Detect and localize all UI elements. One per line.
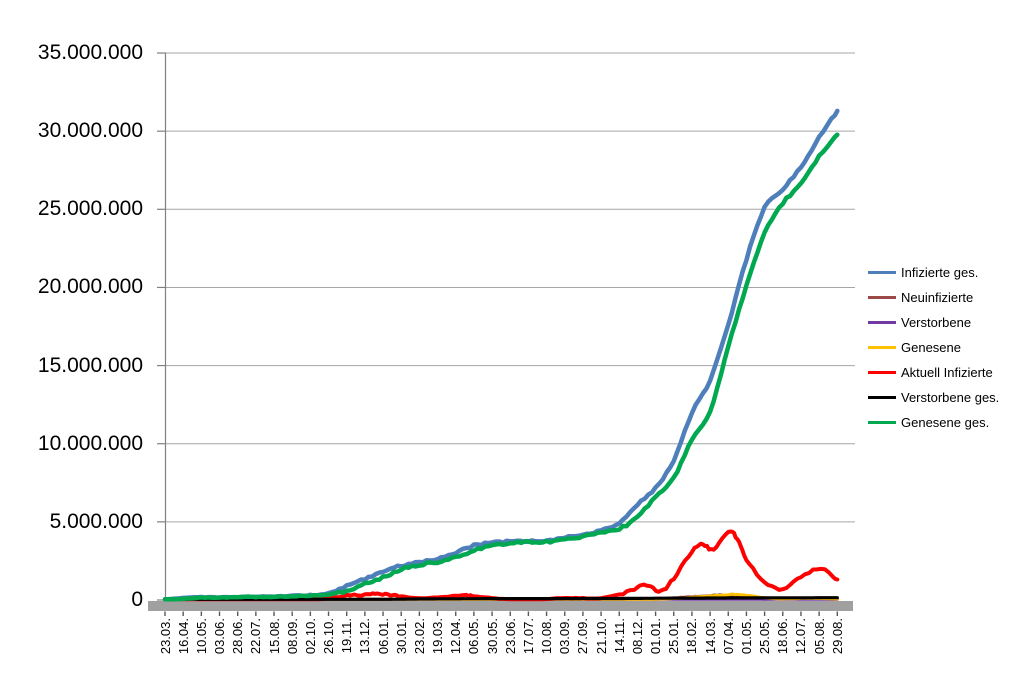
x-axis-label: 27.09.: [575, 618, 591, 655]
legend-item-infizierte-ges: Infizierte ges.: [868, 261, 978, 283]
x-axis-label: 02.10.: [302, 618, 318, 655]
x-axis-label: 12.04.: [448, 618, 464, 655]
legend-label: Infizierte ges.: [901, 264, 979, 280]
legend-label: Genesene: [901, 339, 961, 355]
series-line-genesene-ges: [162, 132, 840, 602]
legend-label: Aktuell Infizierte: [901, 364, 993, 380]
legend-item-neuinfizierte: Neuinfizierte: [868, 286, 973, 308]
x-axis-label: 14.11.: [611, 618, 627, 654]
x-axis-label: 15.08.: [266, 618, 282, 655]
x-axis-baseline-bar: [148, 601, 853, 611]
x-axis-label: 29.08.: [829, 618, 845, 655]
x-axis-label: 14.03.: [702, 618, 718, 655]
legend-swatch-genesene: [868, 345, 896, 349]
y-axis-label: 25.000.000: [37, 197, 143, 221]
x-axis-label: 25.01.: [666, 618, 682, 655]
legend-label: Verstorbene ges.: [901, 389, 1000, 405]
x-axis-label: 28.06.: [230, 618, 246, 655]
x-axis-label: 19.11.: [339, 618, 355, 654]
x-axis-label: 17.07.: [520, 618, 536, 655]
x-axis-label: 23.02.: [411, 618, 427, 655]
x-axis-label: 03.06.: [212, 618, 227, 655]
y-axis-label: 35.000.000: [37, 41, 143, 65]
y-axis-label: 10.000.000: [37, 431, 143, 455]
x-axis-label: 30.05.: [484, 618, 500, 655]
x-axis-label: 01.01.: [648, 618, 664, 655]
x-axis-label: 05.08.: [811, 618, 827, 655]
x-axis-label: 26.10.: [321, 618, 337, 655]
x-axis-label: 23.03.: [157, 618, 173, 655]
x-axis-label: 07.04.: [720, 618, 736, 655]
series-line-verstorbene-ges: [163, 596, 839, 601]
legend-label: Neuinfizierte: [901, 289, 974, 305]
legend-swatch-aktuell-infizierte: [868, 370, 896, 374]
legend-item-verstorbene-ges: Verstorbene ges.: [868, 386, 999, 408]
x-axis-label: 22.07.: [248, 618, 264, 655]
y-axis-label: 15.000.000: [37, 353, 143, 377]
series-line-infizierte-ges: [162, 108, 840, 602]
x-axis-label: 21.10.: [593, 618, 609, 655]
x-axis-label: 10.05.: [193, 618, 209, 655]
x-axis-label: 10.08.: [539, 618, 555, 655]
legend-swatch-verstorbene: [868, 320, 896, 324]
legend-label: Verstorbene: [901, 314, 972, 330]
legend-item-verstorbene: Verstorbene: [868, 311, 971, 333]
x-axis-label: 08.12.: [629, 618, 645, 655]
legend-swatch-verstorbene-ges: [868, 395, 896, 399]
legend-swatch-genesene-ges: [868, 420, 896, 424]
x-axis-label: 16.04.: [175, 618, 191, 655]
x-axis-label: 08.09.: [284, 618, 300, 655]
y-axis-label: 30.000.000: [37, 119, 143, 143]
y-axis-label: 20.000.000: [37, 275, 143, 299]
legend-label: Genesene ges.: [901, 414, 990, 430]
y-axis-label: 5.000.000: [49, 509, 143, 533]
x-axis-label: 23.06.: [502, 618, 518, 655]
x-axis-label: 06.01.: [375, 618, 391, 655]
legend-swatch-infizierte-ges: [868, 270, 896, 274]
x-axis-label: 01.05.: [738, 618, 754, 655]
x-axis-label: 19.03.: [430, 618, 446, 655]
x-axis-label: 13.12.: [357, 618, 373, 655]
x-axis-label: 18.02.: [684, 618, 700, 655]
x-axis-label: 30.01.: [393, 618, 409, 655]
legend-swatch-neuinfizierte: [868, 295, 896, 299]
legend-item-aktuell-infizierte: Aktuell Infizierte: [868, 361, 993, 383]
x-axis-label: 03.09.: [557, 618, 573, 655]
x-axis-label: 18.06.: [775, 618, 791, 655]
x-axis-label: 25.05.: [757, 618, 773, 655]
y-axis-label: 0: [131, 588, 143, 611]
x-axis-label: 06.05.: [466, 618, 482, 655]
legend-item-genesene: Genesene: [868, 336, 961, 358]
legend-item-genesene-ges: Genesene ges.: [868, 411, 989, 433]
x-axis-label: 12.07.: [793, 618, 809, 655]
